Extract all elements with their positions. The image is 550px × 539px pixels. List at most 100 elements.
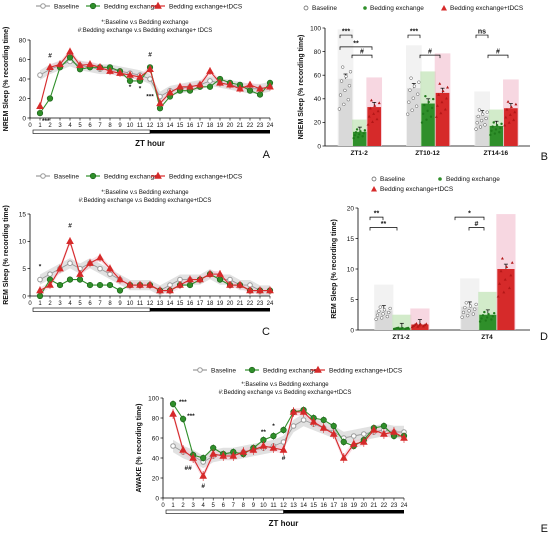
C-ytick-label: 0 (22, 293, 26, 300)
A-point (46, 95, 54, 102)
B-dot (481, 112, 485, 116)
A-point (147, 76, 153, 82)
C-point (266, 286, 274, 294)
A-xtick-label: 10 (127, 123, 134, 129)
B-dot (366, 122, 370, 126)
D-dot (423, 323, 427, 327)
B-dot (363, 129, 367, 132)
E-legend-label: Baseline (211, 368, 236, 375)
D-dot (499, 269, 503, 273)
D-dot (461, 310, 466, 315)
D-sig-bracket (369, 216, 384, 221)
A-xtick-label: 23 (257, 123, 264, 129)
B-dot (421, 112, 425, 116)
B-dot (339, 79, 344, 83)
B-ytick-label: 20 (314, 120, 322, 127)
D-dot (421, 324, 425, 328)
A-xtick-label: 20 (227, 123, 234, 129)
D-sig-bracket (369, 227, 398, 231)
C-point (36, 286, 44, 294)
E-point (339, 453, 348, 461)
B-bar-0 (407, 88, 421, 146)
D-dot (491, 315, 494, 318)
B-dot (369, 98, 373, 102)
D-dot (485, 316, 489, 319)
B-dot (430, 106, 434, 110)
panel-label-D: D (540, 331, 548, 343)
D-sig-label: ** (374, 211, 380, 218)
C-xtick-label: 18 (207, 301, 214, 307)
A-light-phase-bar (32, 129, 151, 134)
A-annotation: # (48, 53, 52, 60)
B-dot (478, 125, 483, 129)
D-sig-bracket (468, 227, 485, 231)
C-point (106, 264, 114, 272)
C-xtick-label: 3 (58, 301, 62, 307)
E-xtick-label: 14 (300, 503, 307, 509)
D-dot (385, 314, 389, 319)
C-point (166, 286, 174, 294)
C-point (156, 286, 164, 294)
D-dot (492, 311, 496, 315)
A-annotation: * (139, 86, 142, 93)
E-legend-label: Bedding exchange+tDCS (329, 368, 403, 375)
D-sig-label: ** (381, 221, 387, 228)
B-dot (505, 107, 509, 111)
C-ytick-label: 5 (22, 266, 26, 273)
B-dot (414, 104, 419, 108)
B-dot (341, 65, 345, 69)
B-dot (474, 127, 478, 131)
E-xtick-label: 20 (360, 503, 367, 509)
D-legend-marker (371, 186, 377, 192)
B-dot (500, 122, 503, 126)
C-point (126, 280, 134, 288)
A-note-2: #:Bedding exchange v.s Bedding exchange+… (78, 28, 212, 34)
C-dark-phase-bar (150, 308, 270, 312)
C-legend-marker (40, 173, 46, 179)
D-dot (377, 309, 381, 313)
E-xlabel: ZT hour (269, 519, 299, 528)
D-legend-marker (438, 177, 442, 181)
A-legend-marker (40, 3, 46, 9)
D-dot (502, 290, 506, 294)
E-point (200, 454, 207, 462)
E-annotation: ## (184, 465, 192, 472)
B-dot (411, 96, 415, 100)
A-ytick-label: 60 (19, 57, 27, 64)
E-xtick-label: 21 (371, 503, 378, 509)
E-point (259, 441, 268, 449)
C-light-phase-bar (32, 307, 151, 312)
B-dot (440, 100, 444, 104)
A-xlabel: ZT hour (135, 139, 165, 148)
B-dot (490, 129, 493, 133)
E-xtick-label: 22 (381, 503, 388, 509)
D-dot (412, 324, 416, 327)
B-dot (439, 111, 443, 115)
E-xtick-label: 8 (242, 503, 246, 509)
A-ytick-label: 40 (19, 76, 27, 83)
B-dot (407, 100, 411, 104)
B-dot (367, 114, 371, 118)
B-bar-1 (421, 103, 436, 146)
E-point (219, 451, 228, 459)
C-point (66, 237, 74, 245)
B-dot (504, 115, 508, 119)
D-sig-label: * (468, 211, 471, 218)
C-point (76, 269, 84, 277)
B-ytick-label: 80 (314, 49, 322, 56)
C-point (186, 275, 194, 283)
E-point (349, 439, 358, 447)
A-xtick-label: 12 (147, 123, 154, 129)
B-dot (344, 74, 348, 79)
A-point (266, 82, 274, 90)
A-point (36, 110, 44, 117)
A-ytick-label: 20 (19, 96, 27, 103)
E-xtick-label: 9 (252, 503, 256, 509)
D-dot (483, 310, 486, 314)
C-xtick-label: 11 (137, 301, 144, 307)
C-ytick-label: 10 (19, 239, 27, 246)
B-dot (371, 120, 375, 123)
C-point (96, 253, 104, 261)
E-ytick-label: 0 (155, 495, 159, 502)
D-dot (490, 318, 493, 321)
